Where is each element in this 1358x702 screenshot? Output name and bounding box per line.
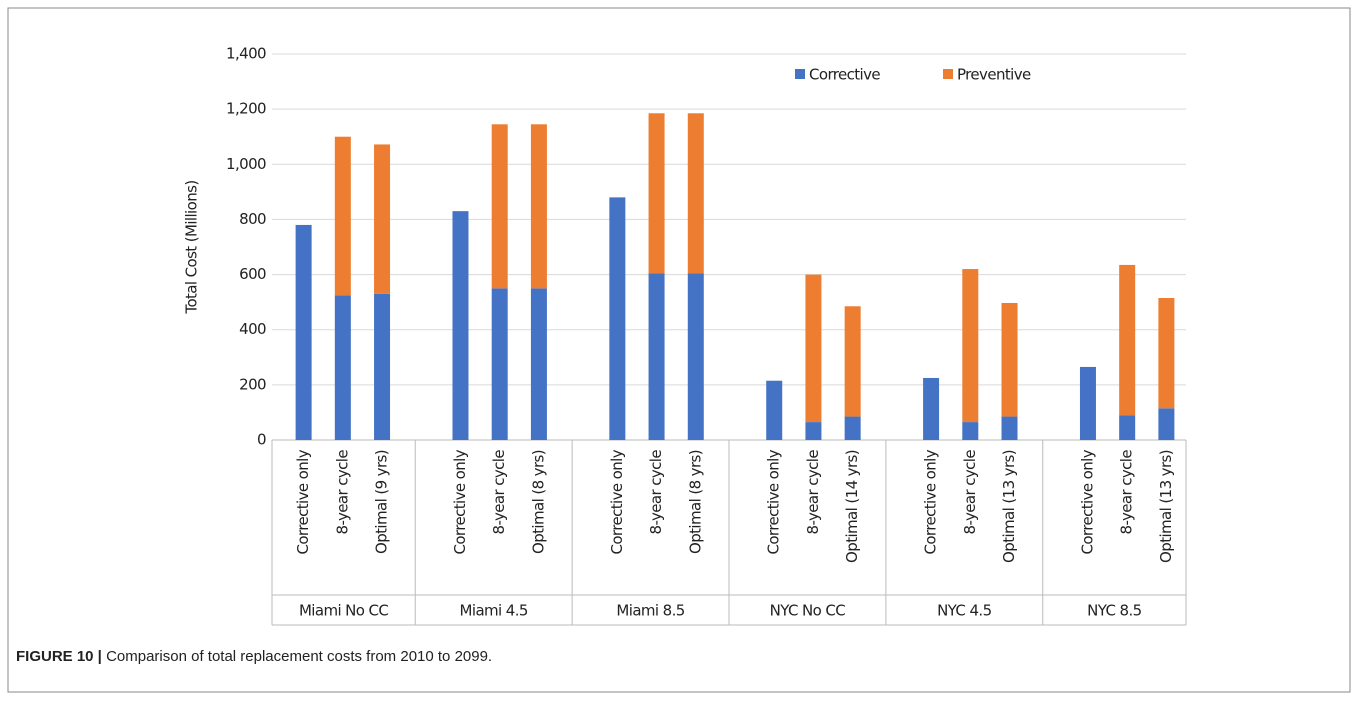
x-tick-label: Optimal (13 yrs) xyxy=(1000,450,1018,563)
legend-swatch xyxy=(795,69,805,79)
bar xyxy=(805,274,822,423)
caption-text: Comparison of total replacement costs fr… xyxy=(106,648,493,665)
bar xyxy=(374,144,391,294)
bar xyxy=(334,136,351,296)
bar xyxy=(844,416,861,440)
bar xyxy=(1119,264,1136,416)
bar xyxy=(452,211,469,440)
bar xyxy=(530,288,547,440)
caption: FIGURE 10 | Comparison of total replacem… xyxy=(16,648,492,665)
y-tick-label: 200 xyxy=(239,375,266,393)
bar xyxy=(766,380,783,440)
bar xyxy=(1158,298,1175,409)
bar xyxy=(687,113,704,274)
legend-label: Preventive xyxy=(957,66,1031,84)
figure-frame xyxy=(7,7,1351,693)
bar xyxy=(923,377,940,440)
y-tick-label: 1,200 xyxy=(226,100,266,118)
bar xyxy=(1079,366,1096,440)
x-tick-label: 8-year cycle xyxy=(804,450,822,535)
x-tick-label: 8-year cycle xyxy=(333,450,351,535)
group-label: NYC No CC xyxy=(770,602,846,620)
y-tick-label: 600 xyxy=(239,265,266,283)
bar xyxy=(491,124,508,289)
y-axis-label: Total Cost (Millions) xyxy=(183,180,201,314)
bar xyxy=(374,293,391,440)
x-tick-label: 8-year cycle xyxy=(961,450,979,535)
bar xyxy=(530,124,547,289)
bar xyxy=(1001,416,1018,440)
x-tick-label: Corrective only xyxy=(1078,449,1096,554)
x-tick-label: Optimal (9 yrs) xyxy=(373,450,391,554)
bar xyxy=(334,295,351,440)
bar xyxy=(1158,408,1175,440)
x-tick-label: 8-year cycle xyxy=(1118,450,1136,535)
x-tick-label: Optimal (13 yrs) xyxy=(1157,450,1175,563)
x-tick-label: Corrective only xyxy=(765,449,783,554)
bar xyxy=(805,422,822,440)
y-tick-label: 1,000 xyxy=(226,155,266,173)
bar xyxy=(609,197,626,440)
x-tick-label: 8-year cycle xyxy=(490,450,508,535)
group-label: NYC 4.5 xyxy=(937,602,992,620)
group-label: Miami No CC xyxy=(299,602,388,620)
bar xyxy=(1001,302,1018,417)
group-label: NYC 8.5 xyxy=(1087,602,1142,620)
group-label: Miami 4.5 xyxy=(460,602,528,620)
x-tick-label: Corrective only xyxy=(922,449,940,554)
group-label: Miami 8.5 xyxy=(616,602,684,620)
bar xyxy=(687,273,704,440)
bar xyxy=(962,422,979,440)
y-tick-label: 1,400 xyxy=(226,45,266,63)
y-tick-label: 400 xyxy=(239,320,266,338)
x-tick-label: Corrective only xyxy=(451,449,469,554)
legend-label: Corrective xyxy=(809,66,880,84)
x-tick-label: 8-year cycle xyxy=(647,450,665,535)
x-tick-label: Optimal (8 yrs) xyxy=(529,450,547,554)
bar xyxy=(491,288,508,440)
bar xyxy=(844,306,861,417)
bar xyxy=(1119,415,1136,440)
x-tick-label: Corrective only xyxy=(608,449,626,554)
x-tick-label: Optimal (8 yrs) xyxy=(686,450,704,554)
y-tick-label: 0 xyxy=(257,431,266,449)
y-tick-label: 800 xyxy=(239,210,266,228)
bar xyxy=(648,113,665,274)
bar xyxy=(648,273,665,440)
x-tick-label: Corrective only xyxy=(294,449,312,554)
bar xyxy=(962,269,979,423)
bar xyxy=(295,224,312,440)
x-tick-label: Optimal (14 yrs) xyxy=(843,450,861,563)
caption-label: FIGURE 10 | xyxy=(16,648,102,665)
legend-swatch xyxy=(943,69,953,79)
